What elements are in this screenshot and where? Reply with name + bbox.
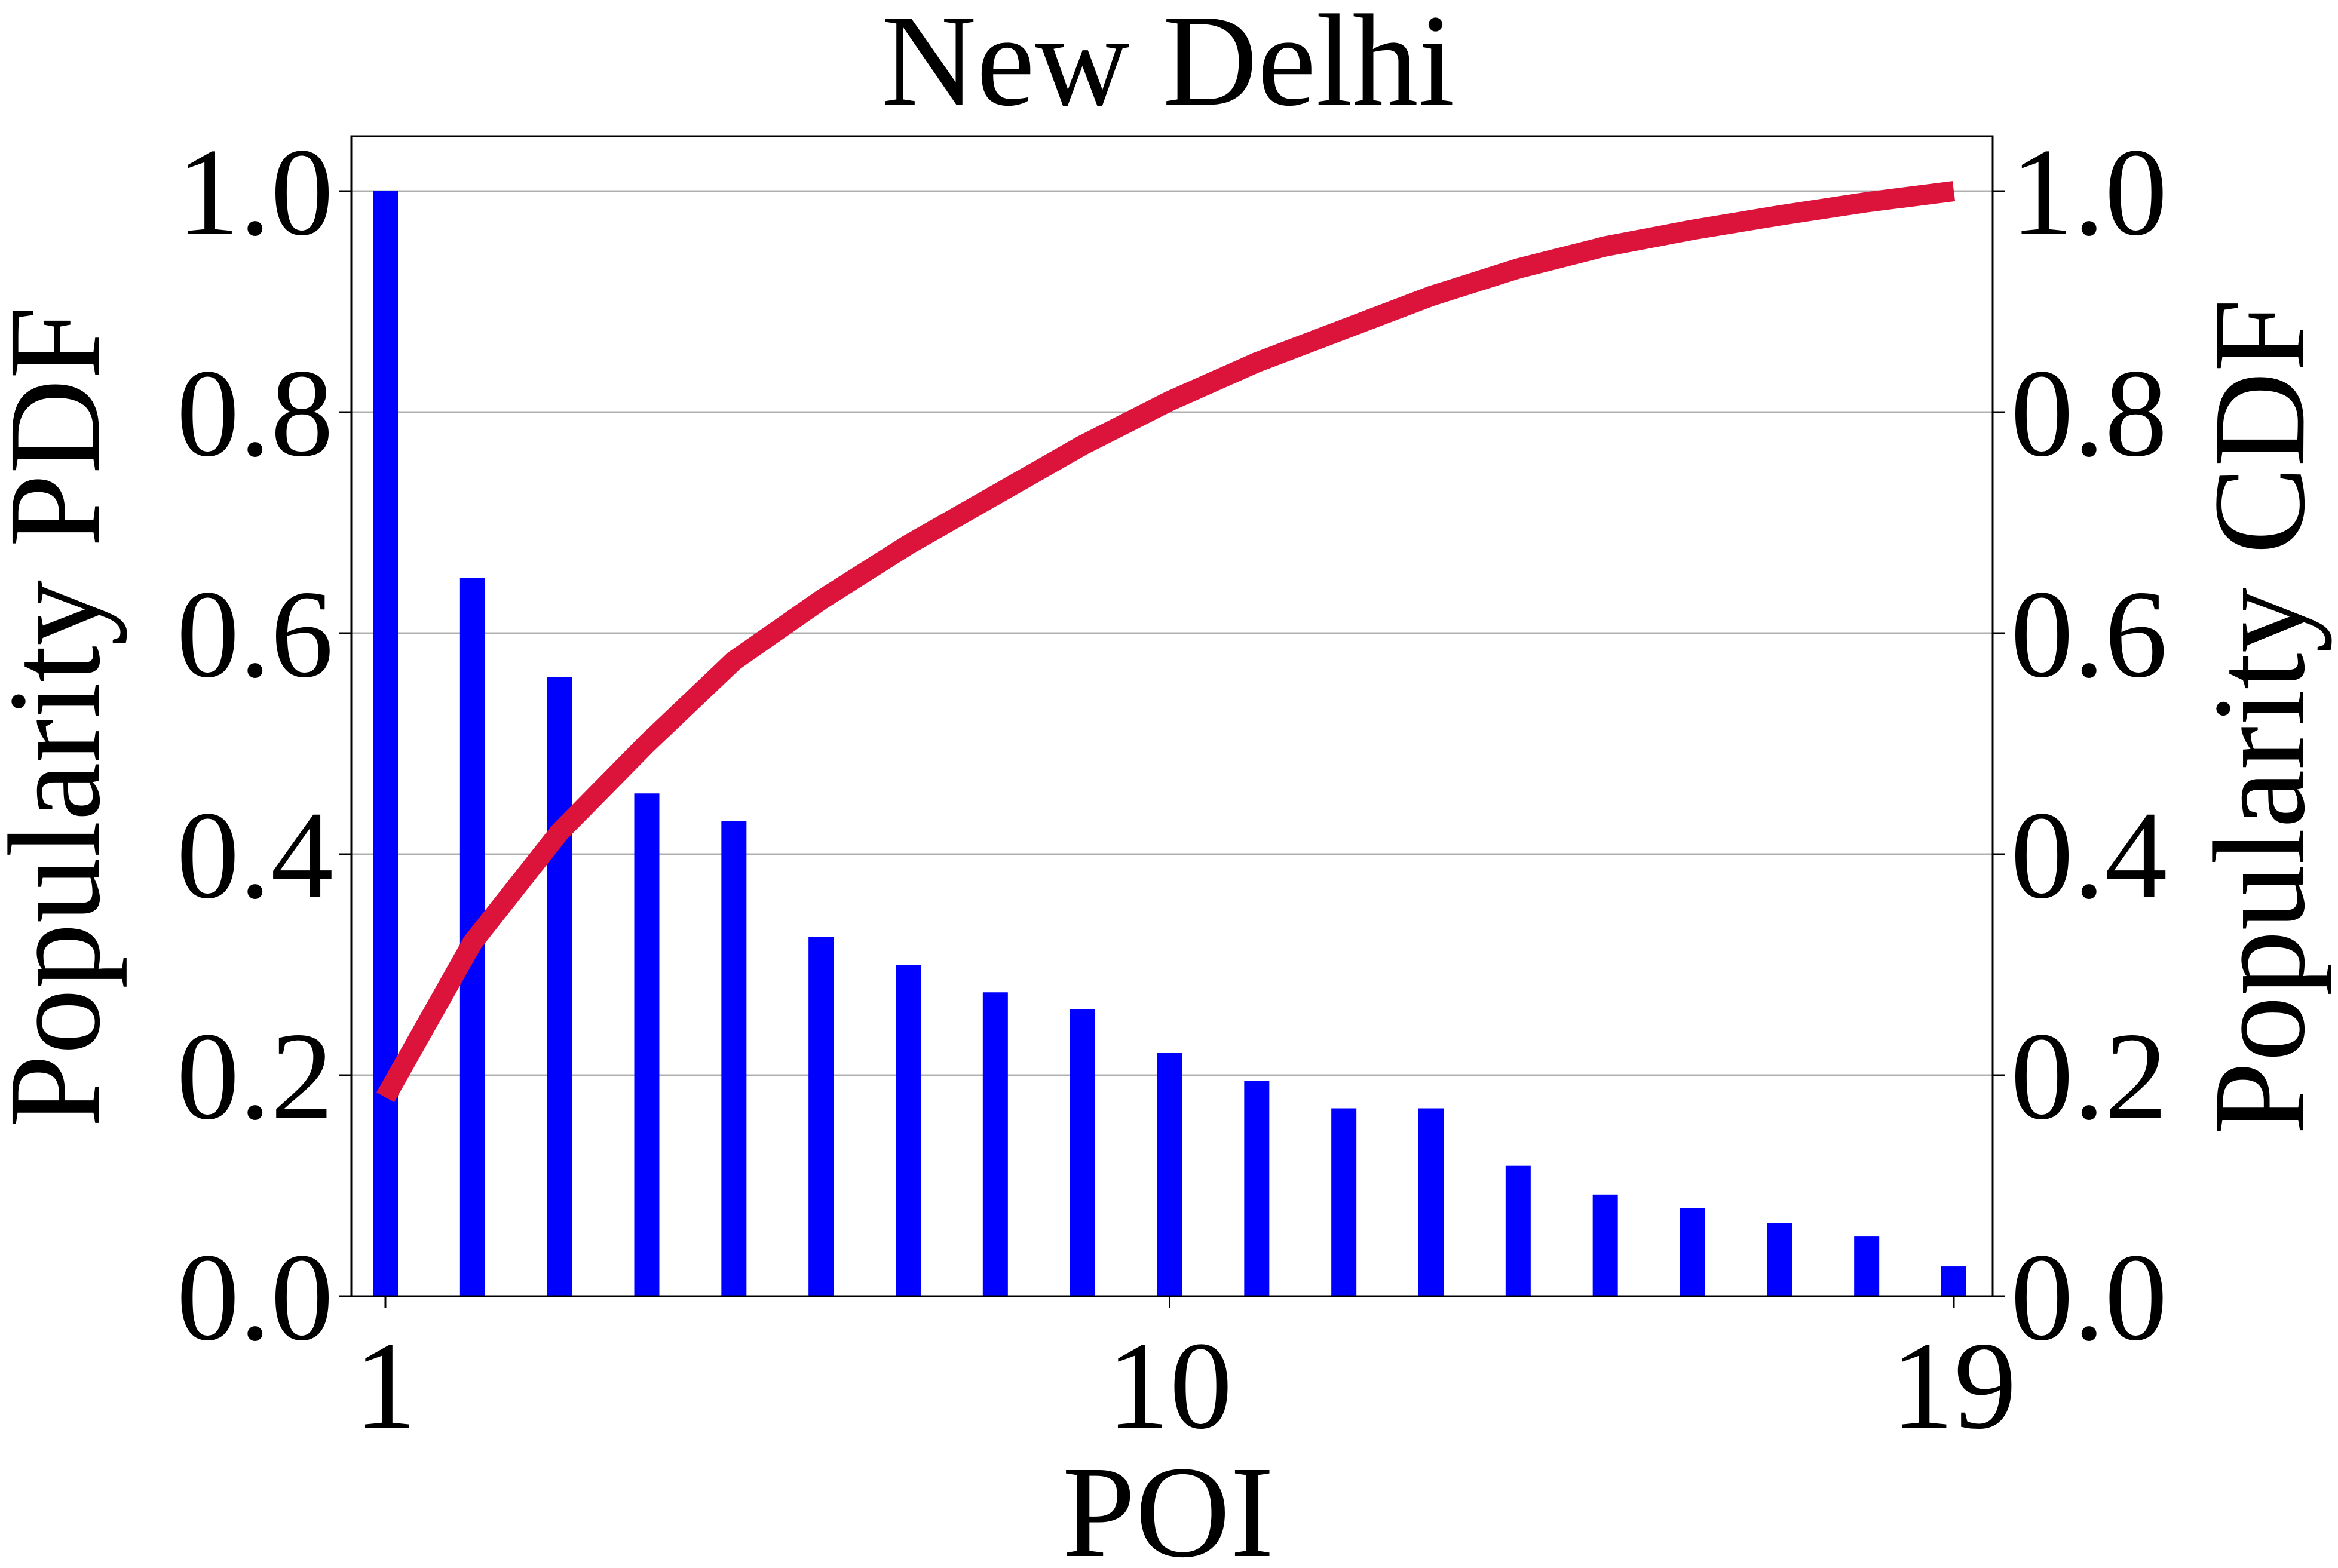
y-tick-label-right-4: 0.8 xyxy=(2011,344,2168,483)
y-tick-label-right-1: 0.2 xyxy=(2011,1007,2168,1146)
y-tick-label-left-5: 1.0 xyxy=(177,123,334,262)
pdf-bar-16 xyxy=(1680,1208,1705,1296)
y-tick-label-left-0: 0.0 xyxy=(177,1228,334,1367)
pdf-bar-15 xyxy=(1592,1194,1618,1296)
pdf-bar-12 xyxy=(1331,1108,1357,1296)
pdf-bar-19 xyxy=(1941,1266,1966,1296)
pdf-bar-5 xyxy=(721,821,747,1296)
y-tick-label-left-3: 0.6 xyxy=(177,565,334,704)
pdf-bar-14 xyxy=(1505,1165,1531,1296)
x-tick-label-2: 19 xyxy=(1891,1317,2017,1455)
pdf-bar-18 xyxy=(1854,1236,1880,1296)
pdf-bar-3 xyxy=(547,677,572,1296)
pdf-bar-8 xyxy=(982,992,1008,1296)
y-tick-label-right-2: 0.4 xyxy=(2011,786,2168,925)
pdf-bar-10 xyxy=(1157,1053,1182,1296)
pdf-bar-1 xyxy=(373,191,398,1296)
plot-frame xyxy=(350,135,1994,1297)
y-axis-label-right: Popularity CDF xyxy=(2186,299,2332,1135)
pdf-bar-11 xyxy=(1244,1081,1270,1296)
x-tick-label-1: 10 xyxy=(1107,1317,1233,1455)
y-tick-label-right-5: 1.0 xyxy=(2011,123,2168,262)
pdf-bar-17 xyxy=(1767,1223,1792,1296)
pdf-bar-6 xyxy=(808,937,834,1296)
x-tick-label-0: 1 xyxy=(354,1317,417,1455)
y-tick-label-left-2: 0.4 xyxy=(177,786,334,925)
chart-title: New Delhi xyxy=(881,0,1454,133)
y-tick-label-right-0: 0.0 xyxy=(2011,1228,2168,1367)
pdf-bar-9 xyxy=(1070,1009,1095,1296)
cdf-line-group xyxy=(376,181,1956,1103)
cdf-line xyxy=(376,181,1956,1103)
axis-ticks: 0.0 0.2 0.4 0.6 0.8 1.0 0.0 0.2 0.4 0.6 0.8 1.0 1 10 1… xyxy=(177,123,2168,1455)
pdf-bar-7 xyxy=(896,965,921,1296)
pdf-bar-4 xyxy=(634,793,660,1296)
pdf-bar-13 xyxy=(1418,1108,1444,1296)
y-axis-label-left: Popularity PDF xyxy=(0,306,127,1127)
y-tick-label-left-4: 0.8 xyxy=(177,344,334,483)
y-tick-label-left-1: 0.2 xyxy=(177,1007,334,1146)
y-tick-label-right-3: 0.6 xyxy=(2011,565,2168,704)
x-axis-label: POI xyxy=(1062,1439,1274,1568)
